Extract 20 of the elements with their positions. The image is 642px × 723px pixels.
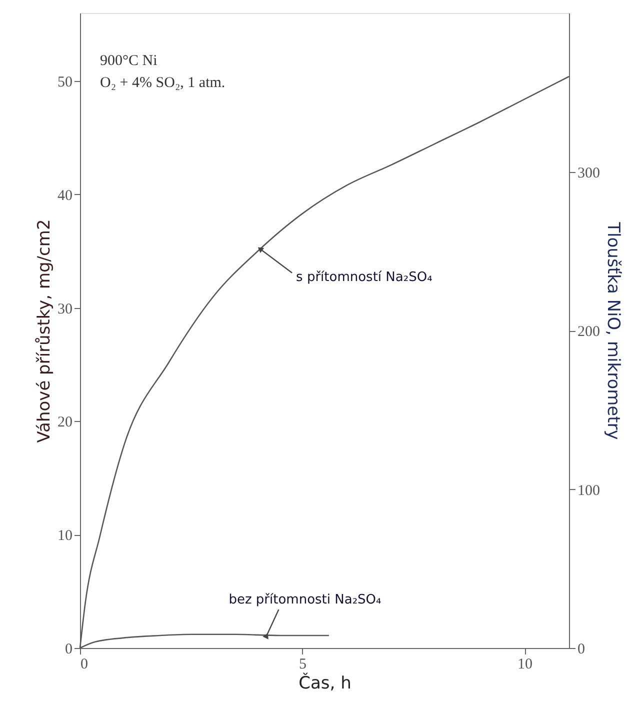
y-tick-label: 40 [58, 188, 72, 204]
annotation: s přítomností Na₂SO₄ [296, 270, 432, 285]
x-tick-label: 5 [299, 656, 307, 672]
x-axis-title: Čas, h [298, 672, 352, 694]
annotation: O₂ + 4% SO₂, 1 atm. [100, 75, 226, 91]
y2-axis-title: Tloušťka NiO, mikrometry [603, 221, 623, 440]
annotation: bez přítomnosti Na₂SO₄ [228, 592, 382, 608]
annotation: 900°C Ni [100, 53, 158, 69]
y-tick-label: 10 [58, 528, 72, 544]
y2-tick-label: 0 [578, 642, 585, 658]
y2-tick-label: 300 [578, 165, 600, 182]
y-tick-label: 0 [65, 642, 72, 658]
y-axis-title: Váhové přírůstky, mg/cm2 [34, 219, 54, 443]
y-tick-label: 50 [58, 74, 72, 91]
x-tick-label: 0 [80, 656, 88, 672]
y-tick-label: 20 [58, 414, 72, 431]
y2-tick-label: 100 [578, 482, 600, 499]
y2-tick-label: 200 [578, 324, 600, 340]
x-tick-label: 10 [518, 656, 533, 672]
y-tick-label: 30 [58, 301, 72, 318]
